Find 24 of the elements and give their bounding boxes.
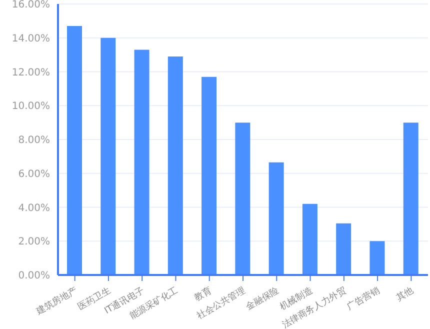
x-tick-label: 教育 — [192, 284, 214, 304]
y-tick-label: 4.00% — [18, 202, 50, 214]
y-tick-label: 6.00% — [18, 168, 50, 180]
x-tick-label: 金融保险 — [244, 284, 281, 312]
bar — [403, 122, 418, 275]
y-tick-label: 16.00% — [12, 0, 50, 11]
y-tick-label: 14.00% — [12, 33, 50, 44]
bar — [370, 241, 385, 275]
bar — [134, 50, 150, 275]
bar — [302, 204, 318, 275]
x-tick-label: 其他 — [394, 284, 416, 304]
bar — [168, 56, 183, 275]
bar — [268, 162, 284, 275]
y-tick-label: 8.00% — [18, 135, 50, 146]
bar — [67, 26, 82, 275]
bar — [235, 122, 250, 275]
y-tick-label: 0.00% — [18, 270, 50, 282]
bar — [100, 38, 116, 275]
y-tick-label: 10.00% — [12, 101, 50, 112]
x-tick-label: 广告营销 — [345, 284, 382, 312]
y-tick-label: 2.00% — [18, 236, 50, 248]
y-tick-label: 12.00% — [12, 67, 50, 78]
bar — [336, 223, 352, 275]
bar — [202, 76, 217, 275]
